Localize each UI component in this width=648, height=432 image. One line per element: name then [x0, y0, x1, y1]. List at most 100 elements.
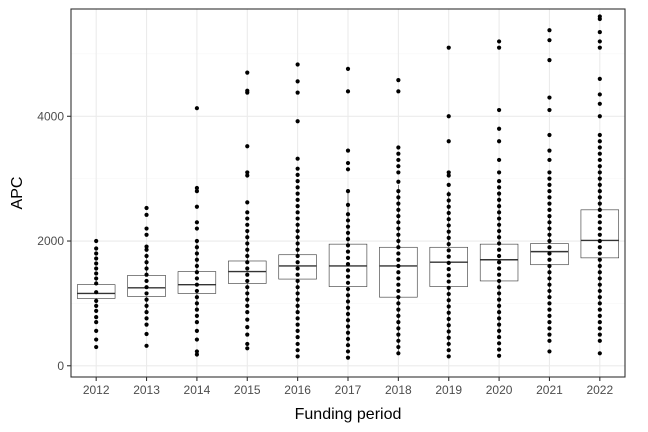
data-point	[547, 132, 552, 138]
data-point	[396, 313, 401, 318]
data-point	[496, 285, 502, 290]
data-point	[194, 270, 200, 275]
data-point	[496, 303, 502, 308]
data-point	[144, 285, 149, 290]
data-point	[144, 247, 149, 252]
data-point	[446, 114, 451, 119]
data-point	[345, 311, 351, 317]
data-point	[396, 332, 401, 337]
data-point	[94, 320, 99, 325]
data-point	[547, 38, 552, 43]
data-point	[597, 307, 602, 312]
data-point	[295, 210, 300, 215]
data-point	[396, 164, 401, 169]
data-point	[94, 251, 99, 256]
x-tick-label: 2014	[184, 383, 211, 397]
data-point	[245, 88, 250, 93]
data-point	[245, 253, 250, 259]
data-point	[396, 338, 401, 343]
data-point	[245, 310, 250, 315]
data-point	[496, 241, 502, 246]
x-tick-label: 2020	[486, 383, 513, 397]
data-point	[396, 326, 401, 331]
data-point	[496, 334, 502, 340]
data-point	[396, 195, 401, 200]
data-point	[194, 328, 200, 333]
data-point	[295, 297, 300, 302]
data-point	[94, 246, 99, 251]
data-point	[345, 237, 351, 242]
data-point	[94, 256, 99, 261]
data-point	[295, 272, 300, 277]
data-point	[345, 148, 351, 153]
x-tick-label: 2021	[536, 383, 563, 397]
data-point	[295, 303, 300, 308]
data-point	[245, 200, 250, 205]
data-point	[597, 157, 602, 163]
data-point	[446, 266, 451, 272]
data-point	[245, 291, 250, 296]
data-point	[547, 301, 552, 306]
data-point	[547, 157, 552, 163]
data-point	[396, 170, 401, 175]
data-point	[446, 260, 451, 265]
data-point	[446, 329, 451, 334]
y-tick-label: 4000	[37, 109, 64, 123]
data-point	[295, 278, 300, 284]
data-point	[547, 226, 552, 231]
data-point	[245, 272, 250, 277]
data-point	[396, 282, 401, 287]
data-point	[396, 238, 401, 244]
data-point	[446, 341, 451, 347]
data-point	[245, 216, 250, 221]
data-point	[295, 203, 300, 209]
data-point	[597, 76, 602, 81]
data-point	[396, 276, 401, 281]
x-axis-title: Funding period	[295, 406, 402, 423]
data-point	[396, 189, 401, 194]
data-point	[245, 341, 250, 347]
data-point	[496, 260, 502, 265]
data-point	[396, 263, 401, 269]
data-point	[345, 336, 351, 342]
data-point	[194, 301, 200, 306]
data-point	[245, 210, 250, 215]
data-point	[446, 291, 451, 297]
data-point	[496, 341, 502, 346]
data-point	[597, 295, 602, 300]
data-point	[345, 318, 351, 323]
data-point	[597, 301, 602, 306]
data-point	[295, 90, 300, 95]
data-point	[446, 316, 451, 322]
data-point	[245, 303, 250, 308]
data-point	[396, 270, 401, 275]
data-point	[496, 347, 502, 352]
data-point	[295, 310, 300, 315]
data-point	[597, 92, 602, 97]
data-point	[446, 170, 451, 175]
data-point	[597, 182, 602, 187]
data-point	[94, 266, 99, 271]
data-point	[94, 261, 99, 266]
data-point	[547, 201, 552, 206]
data-point	[396, 179, 401, 184]
data-point	[295, 166, 300, 171]
data-point	[345, 293, 351, 298]
data-point	[295, 266, 300, 271]
data-point	[345, 167, 351, 172]
data-point	[194, 349, 200, 354]
data-point	[194, 185, 200, 191]
data-point	[94, 315, 99, 320]
data-point	[446, 217, 451, 222]
data-point	[94, 281, 99, 286]
data-point	[597, 270, 602, 275]
data-point	[194, 288, 200, 294]
data-point	[245, 228, 250, 234]
data-point	[144, 244, 149, 249]
data-point	[547, 207, 552, 212]
data-point	[245, 278, 250, 284]
data-point	[547, 189, 552, 194]
data-point	[194, 320, 200, 325]
data-point	[295, 334, 300, 340]
data-point	[547, 270, 552, 275]
